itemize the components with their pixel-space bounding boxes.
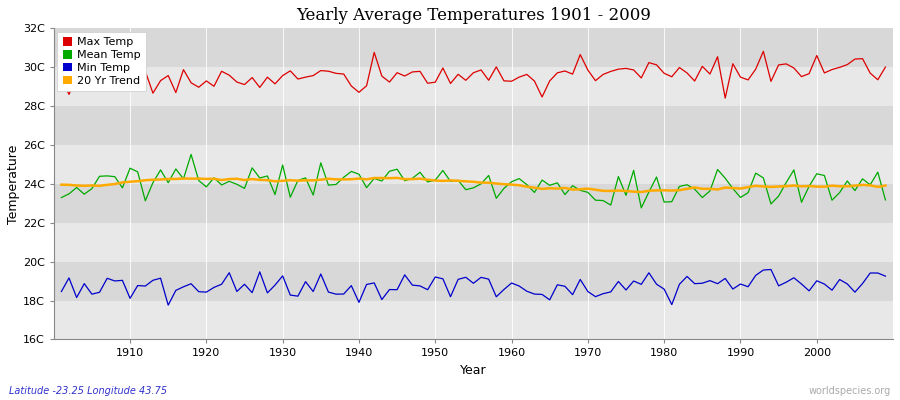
Bar — [54, 145, 893, 184]
Bar — [54, 67, 893, 106]
Bar — [54, 106, 893, 145]
Y-axis label: Temperature: Temperature — [7, 144, 20, 224]
Bar — [54, 184, 893, 223]
Bar — [54, 262, 893, 300]
Title: Yearly Average Temperatures 1901 - 2009: Yearly Average Temperatures 1901 - 2009 — [296, 7, 651, 24]
Bar — [54, 223, 893, 262]
Legend: Max Temp, Mean Temp, Min Temp, 20 Yr Trend: Max Temp, Mean Temp, Min Temp, 20 Yr Tre… — [57, 32, 147, 92]
Text: worldspecies.org: worldspecies.org — [809, 386, 891, 396]
Bar — [54, 300, 893, 340]
Text: Latitude -23.25 Longitude 43.75: Latitude -23.25 Longitude 43.75 — [9, 386, 167, 396]
Bar — [54, 28, 893, 67]
X-axis label: Year: Year — [460, 364, 487, 377]
